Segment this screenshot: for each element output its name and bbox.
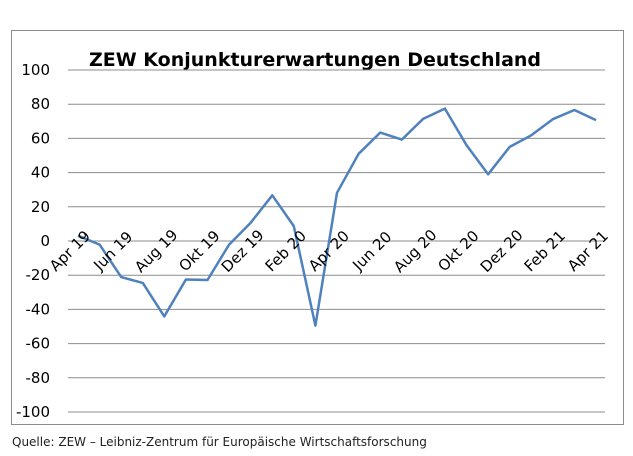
x-tick-label: Jun 20	[348, 228, 395, 275]
gridlines	[68, 69, 605, 413]
series-line-0	[77, 107, 597, 327]
y-tick-label: -20	[26, 266, 51, 284]
x-tick-label: Jun 19	[89, 228, 136, 275]
x-tick-label: Apr 19	[46, 227, 94, 275]
line-chart: ZEW Konjunkturerwartungen Deutschland 10…	[16, 49, 612, 421]
chart-title: ZEW Konjunkturerwartungen Deutschland	[89, 49, 541, 71]
x-tick-label: Aug 20	[390, 226, 440, 276]
y-tick-label: -100	[16, 403, 50, 421]
y-tick-label: -80	[26, 369, 51, 387]
x-tick-label: Feb 21	[521, 227, 569, 275]
series-line	[77, 107, 597, 327]
y-tick-label: 80	[31, 95, 50, 113]
y-tick-label: -60	[26, 335, 51, 353]
y-tick-label: 40	[31, 164, 50, 182]
x-tick-label: Okt 19	[175, 227, 223, 275]
source-note: Quelle: ZEW – Leibniz-Zentrum für Europä…	[12, 435, 427, 449]
x-tick-label: Aug 19	[131, 226, 181, 276]
y-axis-tick-labels: 100 80 60 40 20 0 -20 -40 -60 -80 -100	[16, 61, 50, 421]
y-tick-label: 20	[31, 198, 50, 216]
y-tick-label: 0	[40, 232, 50, 250]
y-tick-label: 100	[21, 61, 50, 79]
x-tick-label: Dez 20	[477, 226, 527, 276]
x-tick-label: Okt 20	[434, 227, 482, 275]
x-tick-label: Apr 21	[564, 227, 612, 275]
y-tick-label: 60	[31, 129, 50, 147]
y-tick-label: -40	[26, 300, 51, 318]
chart-area	[11, 30, 624, 425]
